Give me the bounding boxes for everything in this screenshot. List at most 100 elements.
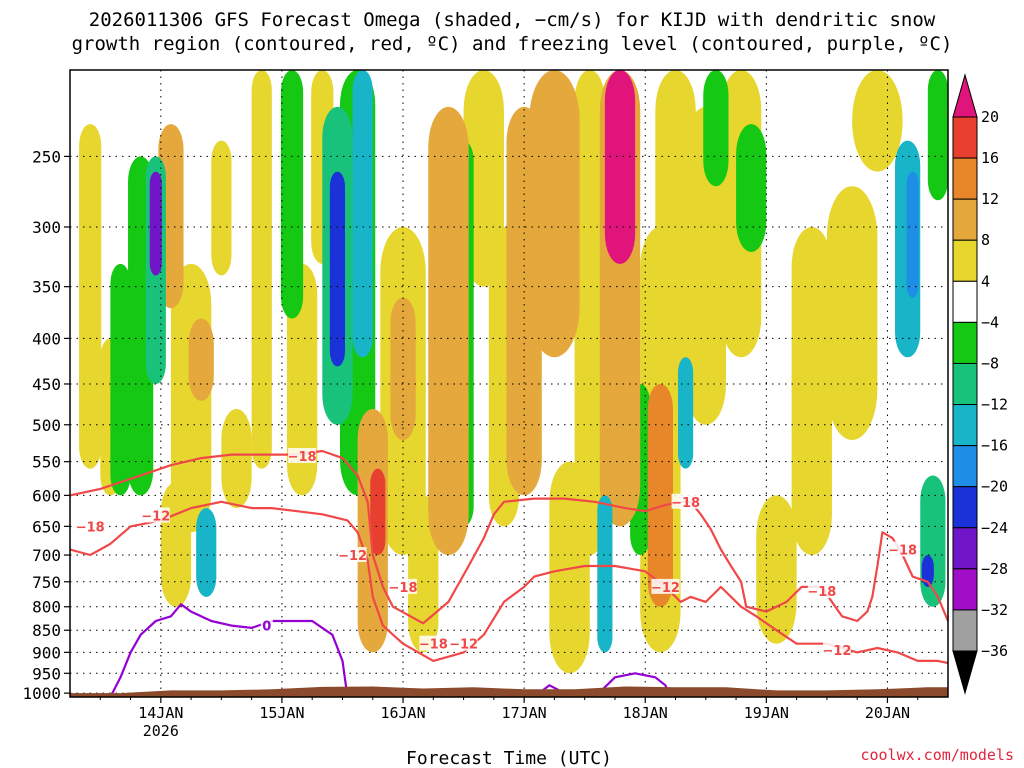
colorbar-bin-10 bbox=[952, 527, 978, 570]
y-tick-label-400: 400 bbox=[32, 329, 61, 348]
y-tick-label-800: 800 bbox=[32, 598, 61, 617]
contour-label-bg-3 bbox=[338, 547, 367, 563]
contour-label-6: −12 bbox=[449, 638, 478, 653]
omega-cell-54 bbox=[149, 171, 162, 276]
colorbar-label-1: 16 bbox=[981, 149, 999, 167]
contour-label-bg-8 bbox=[651, 578, 680, 594]
contour-line-1 bbox=[70, 500, 948, 665]
contour-label-9: −18 bbox=[807, 585, 836, 600]
omega-cell-48 bbox=[352, 70, 373, 358]
contour-label-bg-6 bbox=[449, 635, 478, 651]
x-tick-label-16JAN: 16JAN bbox=[380, 704, 425, 722]
colorbar-bin-7 bbox=[952, 404, 978, 447]
x-axis-label: Forecast Time (UTC) bbox=[406, 748, 612, 768]
x-tick-label-14JAN: 14JAN bbox=[138, 704, 183, 722]
x-tick-label-17JAN: 17JAN bbox=[502, 704, 547, 722]
contour-label-bg-7 bbox=[671, 493, 700, 509]
contour-label-8: −12 bbox=[651, 581, 680, 596]
y-tick-label-350: 350 bbox=[32, 278, 61, 297]
colorbar-label-11: −28 bbox=[981, 560, 1008, 578]
colorbar-label-4: 4 bbox=[981, 272, 990, 290]
colorbar-label-6: −8 bbox=[981, 354, 999, 372]
y-tick-label-600: 600 bbox=[32, 486, 61, 505]
colorbar-label-8: −16 bbox=[981, 437, 1008, 455]
contour-label-12: 0 bbox=[262, 620, 271, 635]
omega-cell-14 bbox=[852, 70, 903, 172]
omega-shading bbox=[79, 70, 948, 674]
omega-cell-5 bbox=[286, 263, 318, 496]
y-tick-label-900: 900 bbox=[32, 643, 61, 662]
terrain bbox=[70, 686, 948, 697]
y-tick-label-250: 250 bbox=[32, 147, 61, 166]
contour-label-bg-1 bbox=[76, 518, 105, 534]
contour-label-7: −18 bbox=[671, 496, 700, 511]
contour-line-0 bbox=[70, 449, 948, 625]
colorbar: 20 16 12 8 4 −4 −8 −12 −16 −20 −24 −28 −32 −36 bbox=[952, 73, 1008, 695]
x-tick-label-15JAN: 15JAN bbox=[259, 704, 304, 722]
colorbar-bin-6 bbox=[952, 362, 978, 406]
omega-cell-24 bbox=[927, 70, 948, 201]
y-tick-label-450: 450 bbox=[32, 375, 61, 394]
colorbar-bin-2 bbox=[952, 198, 978, 241]
colorbar-label-13: −36 bbox=[981, 642, 1008, 660]
omega-cell-10 bbox=[685, 106, 726, 425]
omega-cell-3 bbox=[211, 140, 232, 276]
omega-cell-53 bbox=[329, 171, 346, 367]
colorbar-bin-3 bbox=[952, 239, 978, 282]
omega-cell-45 bbox=[196, 508, 217, 597]
y-tick-label-850: 850 bbox=[32, 621, 61, 640]
colorbar-bin-1 bbox=[952, 157, 978, 200]
y-tick-label-550: 550 bbox=[32, 453, 61, 472]
contour-label-bg-5 bbox=[419, 635, 448, 651]
plot-area: −18−18−12−12−18−18 −12−18−12 −18−18−120 bbox=[70, 70, 948, 697]
x-tick-sublabel-14JAN: 2026 bbox=[143, 722, 179, 740]
contour-label-bg-0 bbox=[288, 448, 317, 464]
x-tick-label-20JAN: 20JAN bbox=[865, 704, 910, 722]
credit-text: coolwx.com/models bbox=[860, 746, 1014, 764]
contour-label-4: −18 bbox=[389, 581, 418, 596]
colorbar-label-5: −4 bbox=[981, 313, 999, 331]
omega-cell-36 bbox=[188, 318, 214, 401]
y-tick-label-1000: 1000 bbox=[22, 684, 61, 703]
y-tick-label-750: 750 bbox=[32, 573, 61, 592]
colorbar-bottom-arrow bbox=[952, 650, 978, 695]
colorbar-bin-0 bbox=[952, 116, 978, 159]
colorbar-label-3: 8 bbox=[981, 231, 990, 249]
omega-cell-16 bbox=[160, 482, 192, 607]
contour-label-bg-4 bbox=[389, 578, 418, 594]
contour-label-0: −18 bbox=[288, 450, 317, 465]
chart-title-line1: 2026011306 GFS Forecast Omega (shaded, −… bbox=[89, 9, 936, 31]
contour-label-bg-9 bbox=[807, 582, 836, 598]
colorbar-top-arrow bbox=[952, 73, 978, 118]
contour-label-1: −18 bbox=[76, 520, 105, 535]
omega-cell-29 bbox=[280, 70, 304, 319]
contour-label-bg-12 bbox=[260, 617, 273, 633]
omega-cell-43 bbox=[647, 383, 673, 607]
contour-label-bg-2 bbox=[141, 507, 170, 523]
y-axis: 250 300 350 400 450 500 550 600 650 700 750 800 850 9… bbox=[22, 147, 70, 703]
colorbar-bin-8 bbox=[952, 445, 978, 488]
omega-cell-22 bbox=[736, 124, 767, 252]
contour-label-11: −12 bbox=[822, 644, 851, 659]
grid-lines bbox=[70, 70, 948, 697]
y-tick-label-950: 950 bbox=[32, 664, 61, 683]
x-tick-label-18JAN: 18JAN bbox=[623, 704, 668, 722]
omega-cell-51 bbox=[604, 70, 636, 264]
omega-cell-13 bbox=[791, 226, 832, 556]
omega-cell-4 bbox=[221, 408, 252, 509]
contour-label-bg-11 bbox=[822, 642, 851, 658]
y-tick-label-700: 700 bbox=[32, 546, 61, 565]
contour-label-10: −18 bbox=[888, 543, 917, 558]
omega-cell-23 bbox=[826, 186, 878, 440]
omega-cell-35 bbox=[428, 106, 469, 556]
omega-cell-26 bbox=[574, 70, 605, 556]
omega-cell-21 bbox=[703, 70, 729, 187]
omega-cell-49 bbox=[370, 468, 386, 556]
x-tick-label-19JAN: 19JAN bbox=[744, 704, 789, 722]
y-tick-label-300: 300 bbox=[32, 218, 61, 237]
colorbar-label-12: −32 bbox=[981, 601, 1008, 619]
colorbar-bin-4 bbox=[952, 280, 978, 323]
colorbar-label-2: 12 bbox=[981, 190, 999, 208]
